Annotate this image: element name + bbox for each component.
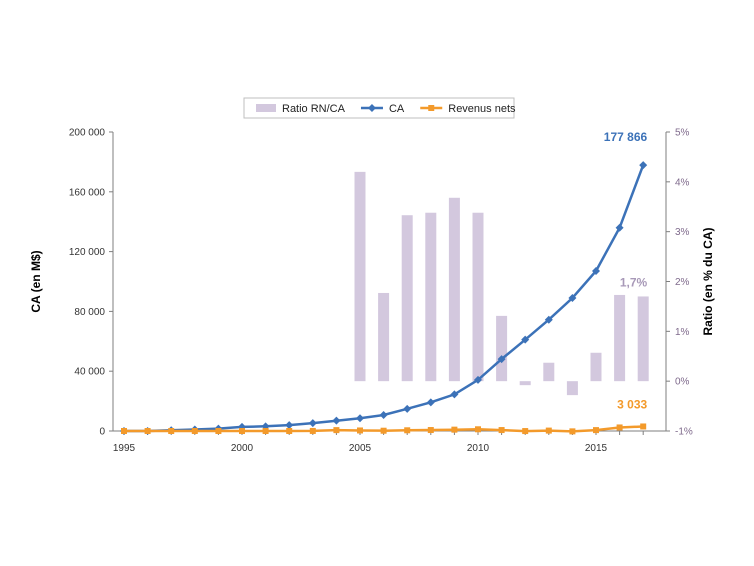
y-right-tick-label: 3% xyxy=(675,227,690,238)
revenus-nets-point xyxy=(427,427,434,434)
ratio-bar xyxy=(519,381,531,386)
x-tick-label: 2015 xyxy=(585,443,608,454)
revenus-nets-point xyxy=(333,427,340,434)
x-tick-label: 2000 xyxy=(231,443,254,454)
y-right-tick-label: -1% xyxy=(675,427,693,438)
ratio-bar xyxy=(401,215,413,382)
ratio-bar xyxy=(496,315,508,382)
revenus-nets-point xyxy=(191,428,198,434)
ratio-bar xyxy=(425,212,437,382)
revenus-nets-point xyxy=(262,428,269,434)
revenus-nets-point xyxy=(168,428,175,434)
revenus-nets-point xyxy=(286,428,293,434)
ca-point xyxy=(521,335,530,344)
legend-swatch-ratio xyxy=(256,104,276,112)
y-right-tick-label: 5% xyxy=(675,128,690,139)
revenus-nets-point xyxy=(616,424,623,431)
revenus-nets-point xyxy=(309,427,316,434)
ca-last-value-label: 177 866 xyxy=(604,130,648,144)
y-left-tick-label: 200 000 xyxy=(69,128,106,139)
y-left-tick-label: 120 000 xyxy=(69,247,106,258)
revenus-nets-last-value-label: 3 033 xyxy=(617,397,647,411)
revenus-nets-point xyxy=(404,427,411,434)
legend-swatch-ca xyxy=(360,104,383,112)
ratio-bar xyxy=(472,212,484,382)
ca-point xyxy=(450,390,459,399)
ca-point xyxy=(497,355,506,364)
revenus-nets-point xyxy=(593,427,599,434)
y-left-axis-title: CA (en M$) xyxy=(29,250,43,312)
ca-point xyxy=(379,410,388,419)
y-right-tick-label: 4% xyxy=(675,177,690,188)
ca-point xyxy=(544,315,553,324)
revenus-nets-point xyxy=(215,428,222,434)
legend: Ratio RN/CA CA Revenus nets xyxy=(243,97,516,119)
ca-point xyxy=(592,267,600,276)
ratio-bar xyxy=(590,352,602,382)
x-tick-label: 1995 xyxy=(113,443,136,454)
ca-point xyxy=(332,416,341,425)
ratio-bars xyxy=(354,171,649,396)
ca-point xyxy=(356,414,364,423)
y-left-tick-label: 0 xyxy=(99,427,105,438)
ratio-bar xyxy=(354,171,366,382)
revenus-nets-point xyxy=(451,426,458,433)
legend-label: Ratio RN/CA xyxy=(282,103,346,115)
revenus-nets-point xyxy=(144,428,151,434)
ca-point xyxy=(285,421,294,430)
legend-swatch-revenus-nets xyxy=(420,105,443,111)
revenus-nets-point xyxy=(545,427,552,434)
y-right-tick-label: 0% xyxy=(675,377,690,388)
revenus-nets-point xyxy=(640,423,647,430)
ca-point xyxy=(639,161,648,170)
ratio-last-value-label: 1,7% xyxy=(620,275,648,289)
ratio-bar xyxy=(543,362,555,382)
ratio-bar xyxy=(614,294,626,382)
ca-point xyxy=(403,404,412,413)
revenus-nets-point xyxy=(357,427,363,434)
revenus-nets-point xyxy=(569,428,576,435)
legend-label: Revenus nets xyxy=(448,103,516,115)
ratio-bar xyxy=(566,381,578,396)
revenus-nets-point xyxy=(380,427,387,434)
axes: 0 40 000 80 000 120 000 160 000 200 000 -1% 0% 1… xyxy=(29,128,715,455)
revenus-nets-point xyxy=(239,428,245,434)
ratio-bar xyxy=(448,197,460,382)
ca-point xyxy=(615,223,624,232)
y-right-tick-label: 2% xyxy=(675,277,690,288)
revenus-nets-point xyxy=(121,428,127,434)
ca-point xyxy=(568,293,577,302)
ca-point xyxy=(474,375,482,384)
y-left-tick-label: 80 000 xyxy=(74,307,105,318)
x-tick-label: 2005 xyxy=(349,443,372,454)
y-left-tick-label: 40 000 xyxy=(74,367,105,378)
ratio-bar xyxy=(637,296,649,382)
y-right-axis-title: Ratio (en % du CA) xyxy=(701,228,715,336)
revenus-nets-point xyxy=(498,427,505,434)
revenus-nets-point xyxy=(475,426,481,433)
y-left-tick-label: 160 000 xyxy=(69,187,106,198)
revenus-nets-point xyxy=(522,428,529,435)
x-tick-label: 2010 xyxy=(467,443,490,454)
ca-point xyxy=(426,398,435,407)
labels: 177 866 1,7% 3 033 xyxy=(604,130,648,411)
data-lines xyxy=(120,161,648,435)
legend-label: CA xyxy=(389,103,405,115)
ca-point xyxy=(308,419,317,428)
ratio-bar xyxy=(378,292,390,382)
y-right-tick-label: 1% xyxy=(675,327,690,338)
